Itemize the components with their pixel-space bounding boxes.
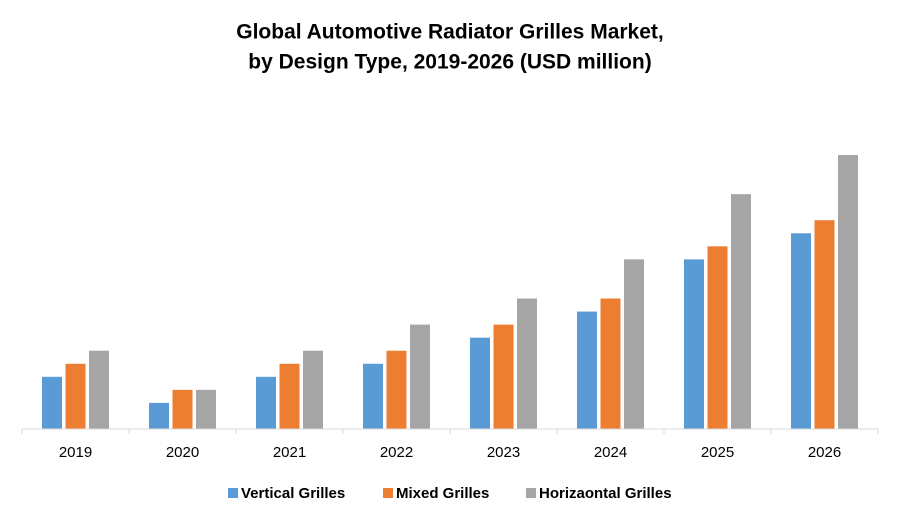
x-tick-label: 2023 xyxy=(487,444,520,461)
bar xyxy=(791,233,811,429)
bar xyxy=(279,363,300,429)
bar xyxy=(624,259,644,429)
bar xyxy=(731,194,751,429)
chart-title: Global Automotive Radiator Grilles Marke… xyxy=(236,21,663,44)
bar xyxy=(196,389,216,429)
x-tick-label: 2024 xyxy=(594,444,627,461)
legend-label: Vertical Grilles xyxy=(241,485,345,502)
bar xyxy=(386,350,407,429)
x-tick-label: 2022 xyxy=(380,444,413,461)
bar xyxy=(493,324,514,429)
legend-label: Mixed Grilles xyxy=(396,485,489,502)
bar xyxy=(684,259,704,429)
bar xyxy=(89,350,109,429)
bar xyxy=(577,311,597,429)
bar xyxy=(149,402,169,429)
bar xyxy=(517,298,537,429)
x-tick-label: 2025 xyxy=(701,444,734,461)
legend-swatch xyxy=(228,488,238,498)
legend-swatch xyxy=(383,488,393,498)
bar xyxy=(600,298,621,429)
bar xyxy=(707,246,728,429)
chart-title: by Design Type, 2019-2026 (USD million) xyxy=(248,51,651,74)
bar xyxy=(172,389,193,429)
bar xyxy=(410,324,430,429)
x-tick-label: 2026 xyxy=(808,444,841,461)
bar xyxy=(838,155,858,429)
x-tick-label: 2021 xyxy=(273,444,306,461)
bar xyxy=(814,220,835,429)
bar xyxy=(363,363,383,429)
x-tick-label: 2019 xyxy=(59,444,92,461)
bar xyxy=(470,337,490,429)
bar xyxy=(42,376,62,429)
x-tick-label: 2020 xyxy=(166,444,199,461)
bar xyxy=(256,376,276,429)
legend-swatch xyxy=(526,488,536,498)
legend-label: Horizaontal Grilles xyxy=(539,485,672,502)
bar xyxy=(303,350,323,429)
bar xyxy=(65,363,86,429)
